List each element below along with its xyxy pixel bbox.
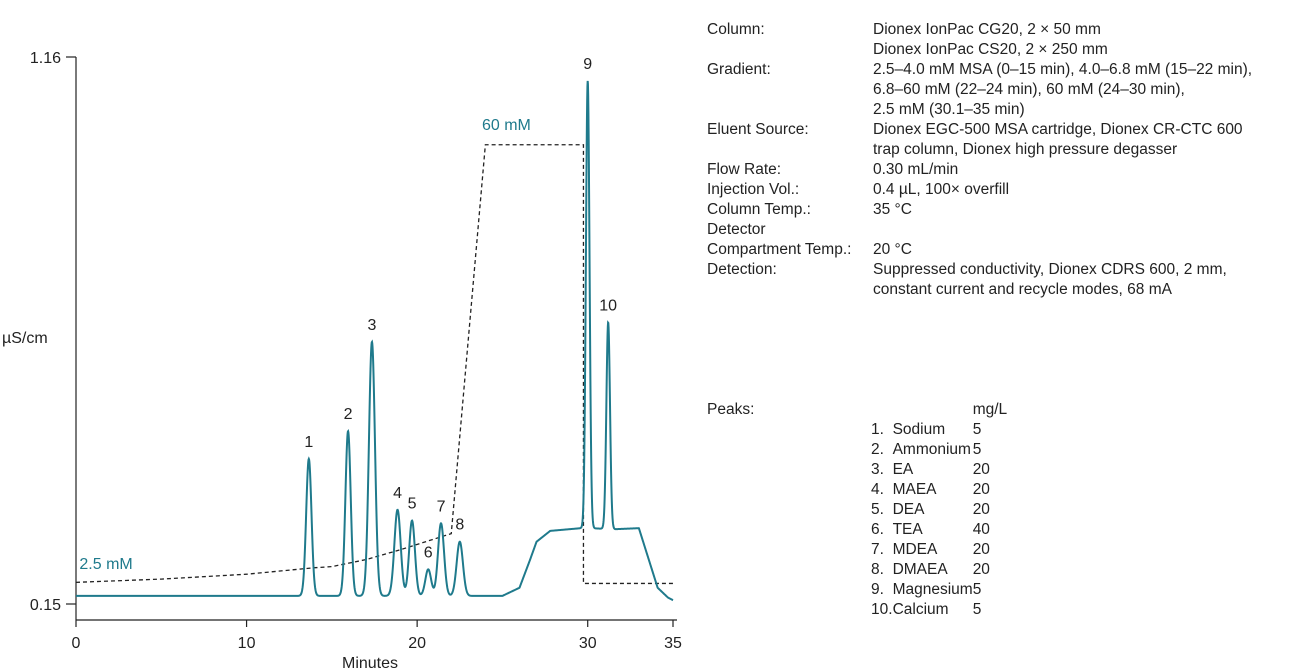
x-axis-label: Minutes <box>342 655 398 672</box>
peak-name: DEA <box>892 501 925 518</box>
table-row: 8. DMAEA 20 <box>871 560 1007 580</box>
condition-row: Flow Rate: 0.30 mL/min <box>707 160 1293 180</box>
peaks-label: Peaks: <box>707 401 755 418</box>
condition-row: Detection: Suppressed conductivity, Dione… <box>707 260 1293 300</box>
condition-row: Column: Dionex IonPac CG20, 2 × 50 mm Dio… <box>707 20 1293 60</box>
axis-ticks: 0 10 20 30 350.151.16 <box>30 50 682 652</box>
table-row: 1. Sodium 5 <box>871 420 1007 440</box>
peak-number: 4. <box>871 481 884 498</box>
peaks-header-row: mg/L <box>871 400 1007 420</box>
condition-value: 35 °C <box>873 201 912 218</box>
table-row: 4. MAEA 20 <box>871 480 1007 500</box>
table-row: 2. Ammonium 5 <box>871 440 1007 460</box>
condition-key: Detection: <box>707 261 777 278</box>
peak-name: TEA <box>892 521 923 538</box>
y-tick-label: 1.16 <box>30 50 61 67</box>
gradient-profile-line <box>75 144 673 585</box>
peak-label: 8 <box>455 517 464 534</box>
peak-concentration: 5 <box>972 581 982 598</box>
condition-key: Injection Vol.: <box>707 181 800 198</box>
peak-name: MDEA <box>892 541 938 558</box>
condition-value: 2.5–4.0 mM MSA (0–15 min), 4.0–6.8 mM (1… <box>873 61 1253 118</box>
peak-concentration: 20 <box>972 501 990 518</box>
peak-concentration: 20 <box>972 481 990 498</box>
peak-number: 5. <box>871 501 884 518</box>
peak-name: Calcium <box>892 601 949 618</box>
peak-labels: 1 2 3 45 6 78 9 10 <box>304 56 617 562</box>
x-tick-label: 0 <box>72 635 81 652</box>
peak-number: 10. <box>871 601 893 618</box>
x-tick-label: 20 <box>408 635 426 652</box>
condition-key: Gradient: <box>707 61 771 78</box>
condition-row: Gradient: 2.5–4.0 mM MSA (0–15 min), 4.0–… <box>707 60 1293 120</box>
peak-name: EA <box>892 461 914 478</box>
peak-label: 9 <box>583 56 592 73</box>
peak-number: 1. <box>871 421 884 438</box>
condition-value: Dionex IonPac CG20, 2 × 50 mm Dionex Ion… <box>873 21 1108 58</box>
condition-value: 0.30 mL/min <box>873 161 959 178</box>
x-tick-label: 10 <box>238 635 256 652</box>
peak-label: 3 <box>367 317 376 334</box>
condition-key: Column Temp.: <box>707 201 811 218</box>
peak-number: 8. <box>871 561 884 578</box>
table-row: 5. DEA 20 <box>871 500 1007 520</box>
peak-concentration: 20 <box>972 541 990 558</box>
condition-row: Column Temp.: 35 °C <box>707 200 1293 220</box>
condition-value: 0.4 µL, 100× overfill <box>873 181 1010 198</box>
peak-concentration: 20 <box>972 461 990 478</box>
condition-key: Compartment Temp.: <box>707 241 852 258</box>
peak-concentration: 20 <box>972 561 990 578</box>
peak-label: 10 <box>599 297 617 314</box>
chromatogram-chart: 0 10 20 30 35 0.15 1.16 µS/cm Minutes 1 2 3 45 6 78… <box>2 50 682 672</box>
condition-row: Detector <box>707 220 1293 240</box>
peak-number: 3. <box>871 461 884 478</box>
peak-name: MAEA <box>892 481 937 498</box>
table-row: 10. Calcium 5 <box>871 600 1007 620</box>
peak-number: 7. <box>871 541 884 558</box>
condition-key: Flow Rate: <box>707 161 782 178</box>
peaks-table: mg/L 1. Sodium 5 2. Ammonium 5 3. EA 20 4. MAEA 20 5.… <box>871 400 1007 620</box>
gradient-annotations: 2.5 mM 60 mM <box>79 117 530 573</box>
gradient-annotation: 2.5 mM <box>79 556 132 573</box>
x-tick-label: 35 <box>664 635 682 652</box>
condition-value: Suppressed conductivity, Dionex CDRS 600… <box>873 261 1227 298</box>
table-row: 9. Magnesium 5 <box>871 580 1007 600</box>
peak-label: 7 <box>437 498 446 515</box>
peak-concentration: 5 <box>972 421 982 438</box>
table-row: 7. MDEA 20 <box>871 540 1007 560</box>
peak-concentration: 5 <box>972 601 982 618</box>
peak-concentration: 5 <box>972 441 982 458</box>
peak-label: 2 <box>344 406 353 423</box>
gradient-annotation: 60 mM <box>482 117 531 134</box>
peak-label: 6 <box>424 544 433 561</box>
y-tick-label: 0.15 <box>30 597 61 614</box>
peak-name: DMAEA <box>892 561 948 578</box>
peak-name: Sodium <box>892 421 946 438</box>
table-row: 6. TEA 40 <box>871 520 1007 540</box>
condition-key: Column: <box>707 21 765 38</box>
condition-row: Eluent Source: Dionex EGC-500 MSA cartrid… <box>707 120 1293 160</box>
condition-value: Dionex EGC-500 MSA cartridge, Dionex CR-… <box>873 121 1243 158</box>
peak-label: 4 <box>393 485 402 502</box>
condition-row: Compartment Temp.: 20 °C <box>707 240 1293 260</box>
peak-label: 1 <box>304 434 313 451</box>
peak-label: 5 <box>408 496 417 513</box>
chromatogram-trace <box>76 80 674 602</box>
peak-number: 2. <box>871 441 884 458</box>
table-row: 3. EA 20 <box>871 460 1007 480</box>
condition-key: Eluent Source: <box>707 121 809 138</box>
condition-value <box>873 220 1293 240</box>
peak-concentration: 40 <box>972 521 990 538</box>
y-axis-label: µS/cm <box>2 330 48 347</box>
peak-name: Magnesium <box>892 581 973 598</box>
peak-name: Ammonium <box>892 441 971 458</box>
peak-number: 6. <box>871 521 884 538</box>
condition-key: Detector <box>707 221 766 238</box>
condition-value: 20 °C <box>873 241 912 258</box>
peaks-unit: mg/L <box>972 401 1008 418</box>
conditions-panel: Column: Dionex IonPac CG20, 2 × 50 mm Dio… <box>707 20 1293 300</box>
peak-number: 9. <box>871 581 884 598</box>
x-tick-label: 30 <box>579 635 597 652</box>
condition-row: Injection Vol.: 0.4 µL, 100× overfill <box>707 180 1293 200</box>
